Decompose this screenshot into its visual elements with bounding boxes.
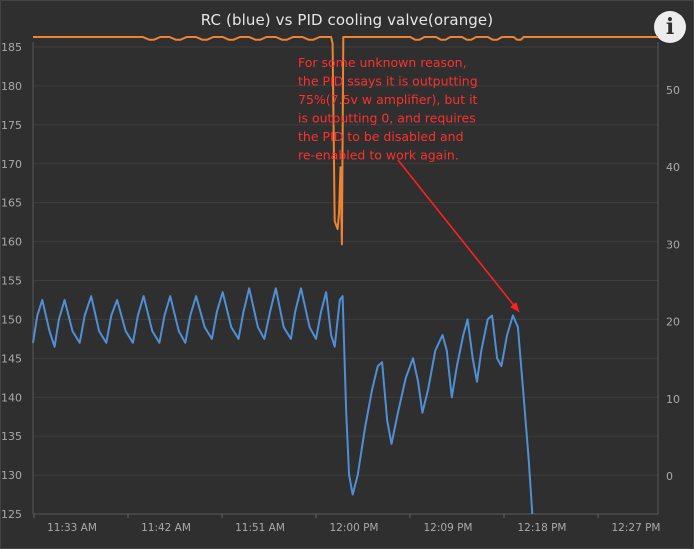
x-tick-label: 12:18 PM: [518, 522, 567, 534]
annotation-arrow: [397, 159, 520, 313]
annotation: For some unknown reason, the PID ssays it…: [298, 55, 520, 313]
y-right-tick-label: 40: [666, 161, 680, 174]
annotation-line: the PID ssays it is outputting: [298, 74, 478, 89]
y-left-tick-label: 135: [1, 430, 22, 443]
y-left-tick-label: 125: [1, 508, 22, 521]
y-left-tick-label: 175: [1, 119, 22, 132]
y-right-tick-label: 0: [666, 470, 673, 483]
annotation-line: is outputting 0, and requires: [298, 111, 476, 126]
y-left-tick-label: 185: [1, 41, 22, 54]
y-left-tick-label: 180: [1, 80, 22, 93]
x-tick-label: 12:00 PM: [330, 522, 379, 534]
annotation-line: 75%(7.5v w amplifier), but it: [298, 92, 478, 107]
y-left-tick-label: 155: [1, 275, 22, 288]
y-right-tick-label: 20: [666, 316, 680, 329]
y-left-tick-label: 160: [1, 236, 22, 249]
y-left-tick-label: 145: [1, 352, 22, 365]
axes: 125 130 135 140 145 150 155 160 165 170 175 180 185 0…: [1, 41, 680, 534]
y-left-tick-label: 130: [1, 469, 22, 482]
x-tick-label: 11:51 AM: [235, 522, 285, 534]
y-left-tick-label: 150: [1, 313, 22, 326]
y-right-tick-label: 50: [666, 84, 680, 97]
x-tick-label: 11:33 AM: [47, 522, 97, 534]
y-right-tick-label: 10: [666, 393, 680, 406]
y-left-tick-label: 170: [1, 158, 22, 171]
annotation-line: the PID to be disabled and: [298, 129, 464, 144]
series-line-orange: [33, 36, 658, 246]
x-tick-label: 12:09 PM: [424, 522, 473, 534]
y-left-tick-label: 165: [1, 197, 22, 210]
x-tick-label: 12:27 PM: [612, 522, 661, 534]
series-layer: [32, 36, 658, 515]
info-icon[interactable]: i: [654, 11, 686, 43]
annotation-line: re-enabled to work again.: [298, 148, 459, 163]
y-left-tick-label: 140: [1, 391, 22, 404]
annotation-line: For some unknown reason,: [298, 55, 467, 70]
chart-title: RC (blue) vs PID cooling valve(orange): [200, 11, 494, 29]
x-tick-label: 11:42 AM: [141, 522, 191, 534]
series-line-blue: [32, 287, 534, 515]
y-right-tick-label: 30: [666, 238, 680, 251]
